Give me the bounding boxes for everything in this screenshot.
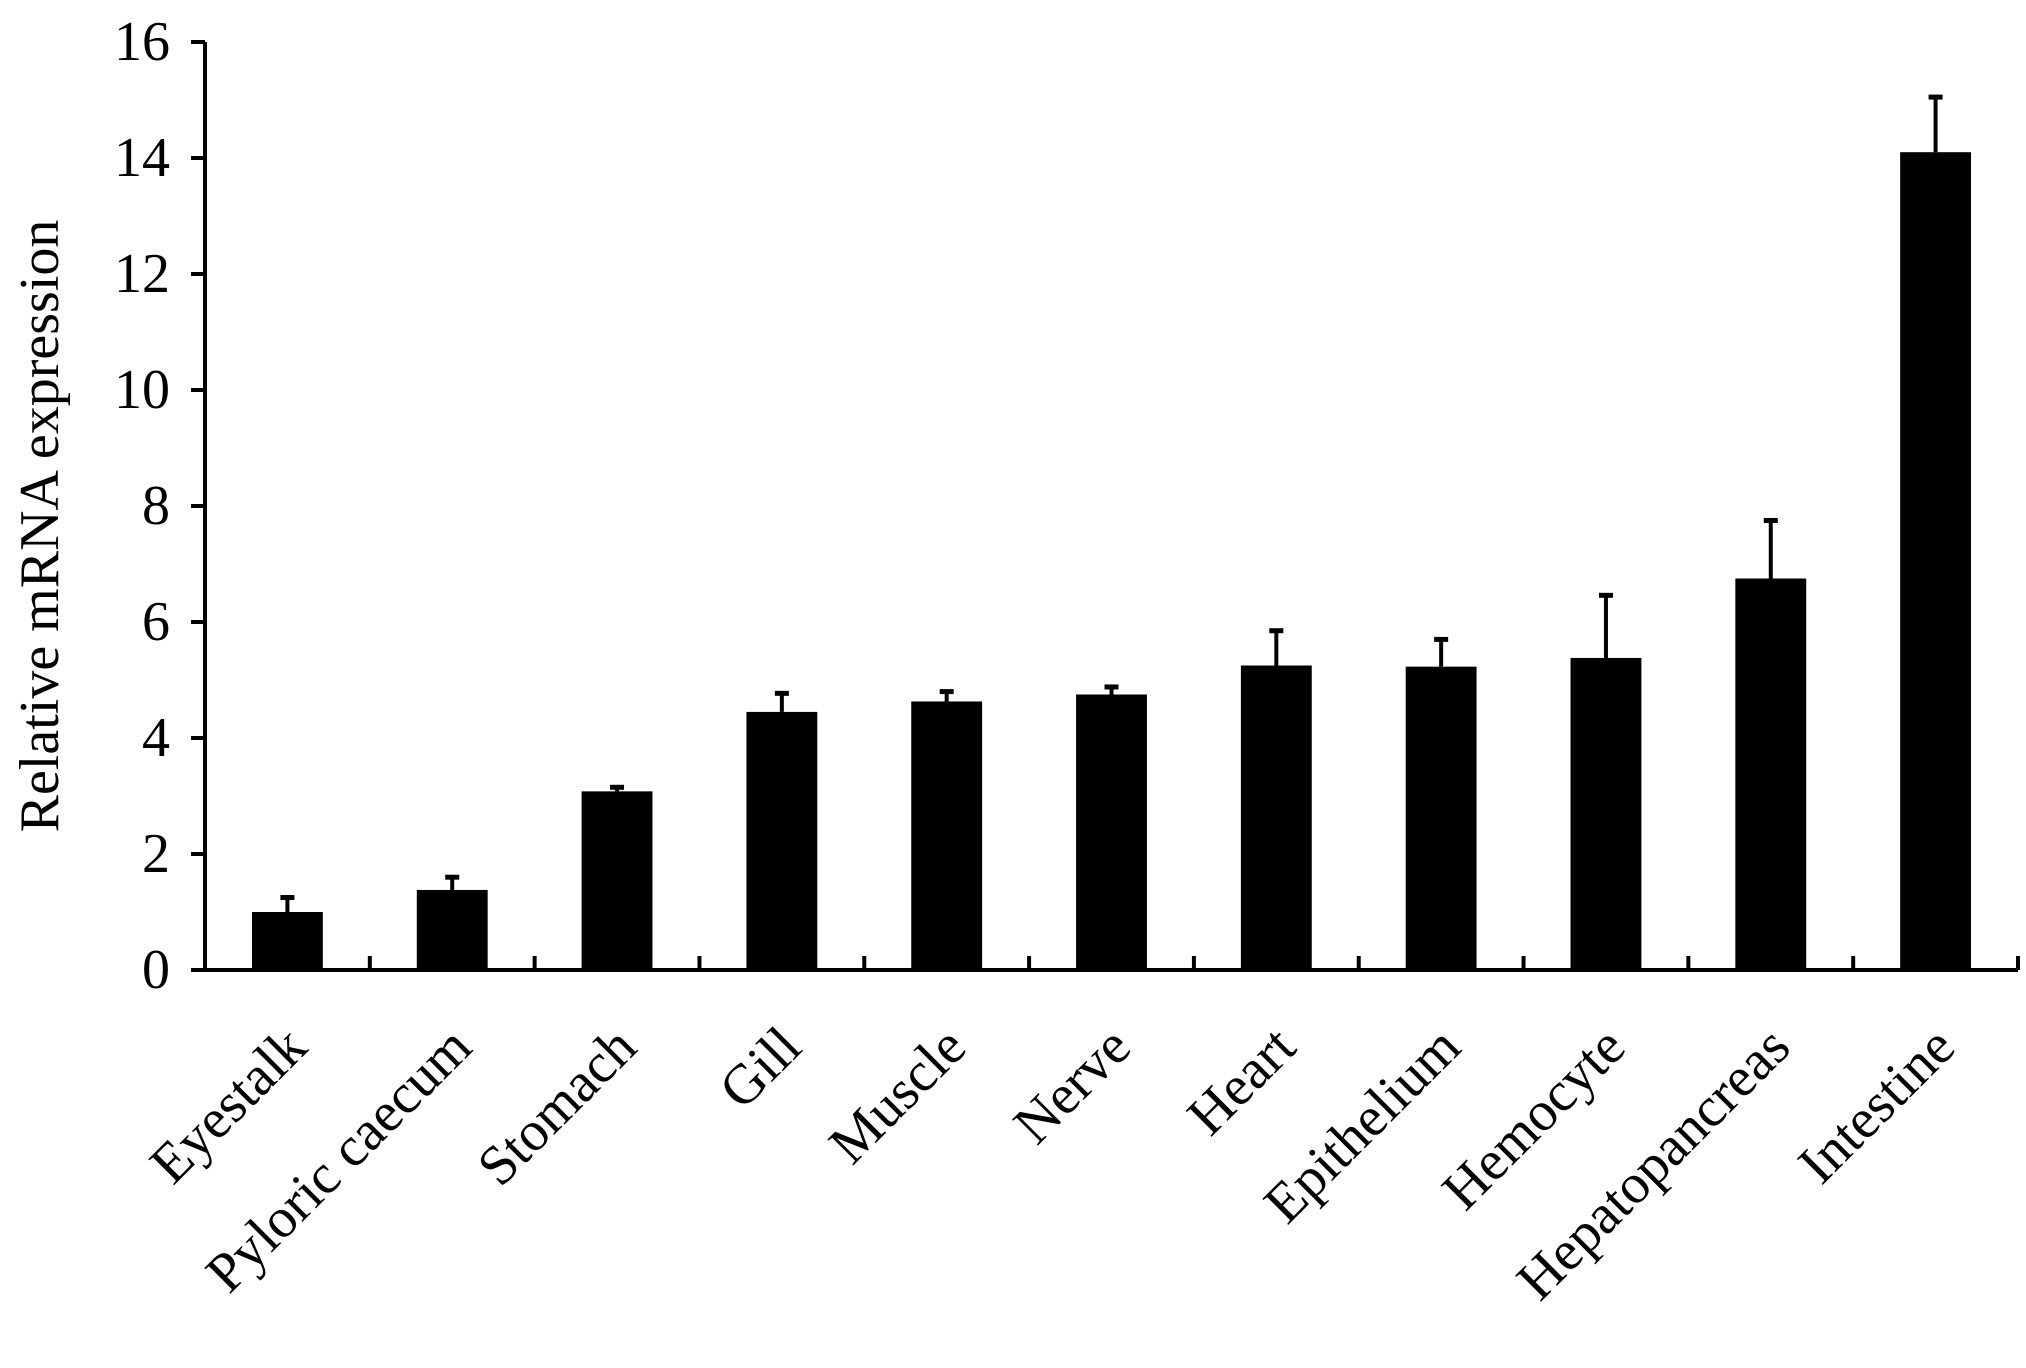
axes-layer xyxy=(191,40,2020,972)
y-tick-label-4: 4 xyxy=(142,707,170,769)
x-label-gill: Gill xyxy=(708,1015,813,1120)
x-label-muscle: Muscle xyxy=(817,1015,977,1175)
bar-heart xyxy=(1240,665,1312,970)
y-tick-label-12: 12 xyxy=(114,243,170,305)
y-tick-label-6: 6 xyxy=(142,591,170,653)
bar-hepatopancreas xyxy=(1735,578,1807,970)
x-label-stomach: Stomach xyxy=(466,1015,648,1197)
bar-nerve xyxy=(1076,694,1147,970)
bars-layer xyxy=(251,152,1972,970)
x-label-heart: Heart xyxy=(1176,1015,1308,1147)
y-tick-label-2: 2 xyxy=(142,823,170,885)
bar-pyloric-caecum xyxy=(416,889,488,970)
bar-intestine xyxy=(1900,152,1972,970)
y-tick-label-8: 8 xyxy=(142,475,170,537)
y-tick-labels: 0 2 4 6 8 10 12 14 16 xyxy=(114,11,170,1001)
bar-eyestalk xyxy=(251,912,323,970)
y-tick-label-0: 0 xyxy=(142,939,170,1001)
error-bars-layer xyxy=(280,94,1943,912)
bar-epithelium xyxy=(1405,666,1477,970)
bar-stomach xyxy=(581,791,653,970)
y-tick-label-16: 16 xyxy=(114,11,170,73)
bar-muscle xyxy=(911,701,983,970)
y-tick-label-10: 10 xyxy=(114,359,170,421)
y-axis-title: Relative mRNA expression xyxy=(9,220,71,833)
bar-hemocyte xyxy=(1570,657,1642,970)
x-label-intestine: Intestine xyxy=(1787,1015,1967,1195)
x-label-nerve: Nerve xyxy=(1002,1015,1143,1156)
bar-gill xyxy=(746,711,818,970)
y-tick-label-14: 14 xyxy=(114,127,170,189)
